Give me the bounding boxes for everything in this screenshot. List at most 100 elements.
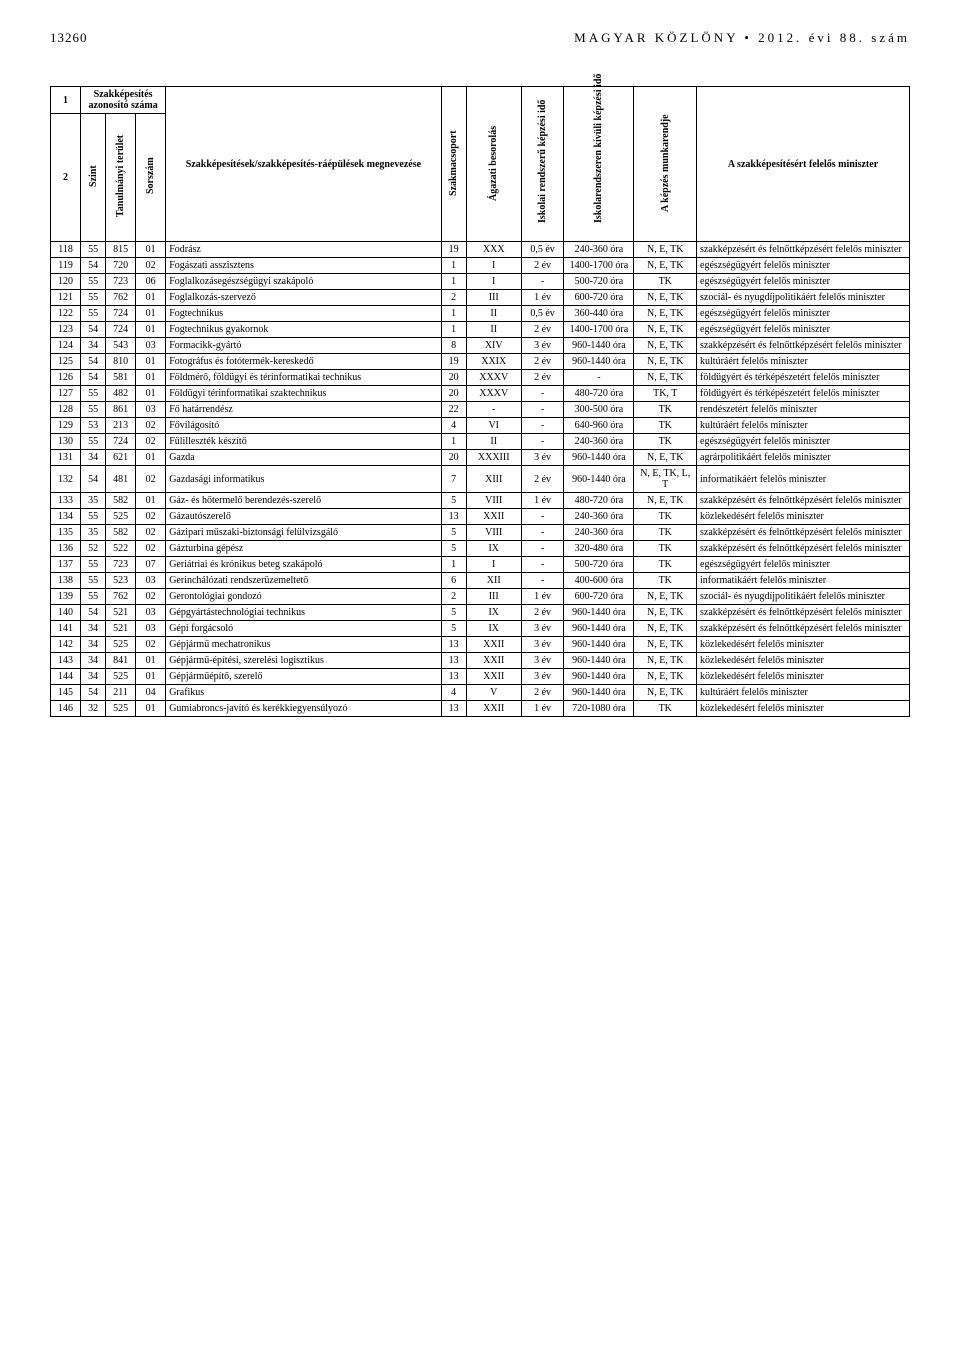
cell-name: Fogtechnikus gyakornok [166, 322, 441, 338]
cell-group: 20 [441, 386, 466, 402]
cell-num: 144 [51, 669, 81, 685]
cell-outtime: 960-1440 óra [564, 466, 634, 493]
cell-name: Foglalkozás-szervező [166, 290, 441, 306]
cell-minister: szakképzésért és felnőttképzésért felelő… [697, 242, 910, 258]
cell-schedule: N, E, TK [634, 242, 697, 258]
cell-name: Formacikk-gyártó [166, 338, 441, 354]
cell-seq: 02 [136, 637, 166, 653]
head-kivuli-label: Iskolarendszeren kívüli képzési idő [593, 103, 604, 223]
cell-group: 13 [441, 653, 466, 669]
cell-schedule: N, E, TK [634, 621, 697, 637]
cell-level: 55 [81, 386, 106, 402]
head-id-group: Szakképesítés azonosító száma [81, 87, 166, 114]
cell-minister: földügyért és térképészetért felelős min… [697, 386, 910, 402]
cell-name: Fodrász [166, 242, 441, 258]
cell-name: Gerinchálózati rendszerüzemeltető [166, 573, 441, 589]
cell-num: 127 [51, 386, 81, 402]
head-name: Szakképesítések/szakképesítés-ráépülések… [166, 87, 441, 242]
cell-level: 34 [81, 637, 106, 653]
table-row: 1385552303Gerinchálózati rendszerüzemelt… [51, 573, 910, 589]
cell-num: 134 [51, 509, 81, 525]
cell-name: Földügyi térinformatikai szaktechnikus [166, 386, 441, 402]
cell-field: 815 [106, 242, 136, 258]
cell-name: Gáz- és hőtermelő berendezés-szerelő [166, 493, 441, 509]
cell-sector: II [466, 322, 521, 338]
table-row: 1365252202Gázturbina gépész5IX-320-480 ó… [51, 541, 910, 557]
cell-field: 522 [106, 541, 136, 557]
cell-level: 55 [81, 290, 106, 306]
cell-level: 54 [81, 258, 106, 274]
cell-field: 525 [106, 669, 136, 685]
cell-group: 13 [441, 509, 466, 525]
cell-name: Gépjármű-építési, szerelési logisztikus [166, 653, 441, 669]
cell-group: 7 [441, 466, 466, 493]
cell-field: 525 [106, 509, 136, 525]
table-row: 1423452502Gépjármű mechatronikus13XXII3 … [51, 637, 910, 653]
cell-level: 55 [81, 274, 106, 290]
table-row: 1353558202Gázipari műszaki-biztonsági fe… [51, 525, 910, 541]
cell-outtime: 240-360 óra [564, 434, 634, 450]
cell-sector: IX [466, 605, 521, 621]
cell-minister: informatikáért felelős miniszter [697, 466, 910, 493]
cell-sector: V [466, 685, 521, 701]
table-row: 1333558201Gáz- és hőtermelő berendezés-s… [51, 493, 910, 509]
table-row: 1313462101Gazda20XXXIII3 év960-1440 óraN… [51, 450, 910, 466]
cell-group: 19 [441, 354, 466, 370]
head-szakmacsoport: Szakmacsoport [441, 87, 466, 242]
cell-outtime: 960-1440 óra [564, 685, 634, 701]
cell-seq: 02 [136, 418, 166, 434]
cell-minister: szakképzésért és felnőttképzésért felelő… [697, 493, 910, 509]
cell-num: 129 [51, 418, 81, 434]
cell-sector: XIII [466, 466, 521, 493]
cell-outtime: 320-480 óra [564, 541, 634, 557]
cell-schooltime: - [521, 274, 564, 290]
cell-sector: VI [466, 418, 521, 434]
cell-level: 54 [81, 685, 106, 701]
cell-schooltime: - [521, 573, 564, 589]
cell-level: 54 [81, 354, 106, 370]
cell-group: 4 [441, 685, 466, 701]
table-body: 1185581501Fodrász19XXX0,5 év240-360 óraN… [51, 242, 910, 717]
cell-sector: XXXIII [466, 450, 521, 466]
table-row: 1405452103Gépgyártástechnológiai technik… [51, 605, 910, 621]
head-szakmacsoport-label: Szakmacsoport [448, 103, 459, 223]
cell-schooltime: 0,5 év [521, 306, 564, 322]
table-row: 1455421104Grafikus4V2 év960-1440 óraN, E… [51, 685, 910, 701]
cell-outtime: 960-1440 óra [564, 338, 634, 354]
page-number: 13260 [50, 30, 88, 46]
cell-field: 482 [106, 386, 136, 402]
cell-num: 120 [51, 274, 81, 290]
cell-field: 481 [106, 466, 136, 493]
cell-minister: közlekedésért felelős miniszter [697, 509, 910, 525]
cell-name: Gépjárműépítő, szerelő [166, 669, 441, 685]
table-row: 1235472401Fogtechnikus gyakornok1II2 év1… [51, 322, 910, 338]
cell-name: Gázturbina gépész [166, 541, 441, 557]
cell-field: 525 [106, 701, 136, 717]
cell-outtime: 960-1440 óra [564, 637, 634, 653]
cell-sector: IX [466, 541, 521, 557]
table-row: 1305572402Fülilleszték készítő1II-240-36… [51, 434, 910, 450]
cell-minister: szociál- és nyugdíjpolitikáért felelős m… [697, 589, 910, 605]
cell-field: 581 [106, 370, 136, 386]
cell-schooltime: - [521, 525, 564, 541]
cell-schedule: TK, T [634, 386, 697, 402]
head-sorszam: Sorszám [136, 114, 166, 242]
cell-outtime: 480-720 óra [564, 493, 634, 509]
table-row: 1205572306Foglalkozásegészségügyi szakáp… [51, 274, 910, 290]
cell-field: 720 [106, 258, 136, 274]
cell-sector: VIII [466, 493, 521, 509]
cell-schedule: N, E, TK [634, 589, 697, 605]
cell-minister: rendészetért felelős miniszter [697, 402, 910, 418]
cell-schedule: TK [634, 541, 697, 557]
publication-title: MAGYAR KÖZLÖNY • 2012. évi 88. szám [574, 30, 910, 46]
cell-level: 34 [81, 450, 106, 466]
cell-level: 34 [81, 621, 106, 637]
cell-level: 32 [81, 701, 106, 717]
cell-seq: 01 [136, 306, 166, 322]
head-szint: Szint [81, 114, 106, 242]
cell-num: 138 [51, 573, 81, 589]
cell-field: 521 [106, 621, 136, 637]
cell-group: 1 [441, 306, 466, 322]
cell-schedule: TK [634, 274, 697, 290]
table-row: 1265458101Földmérő, földügyi és térinfor… [51, 370, 910, 386]
